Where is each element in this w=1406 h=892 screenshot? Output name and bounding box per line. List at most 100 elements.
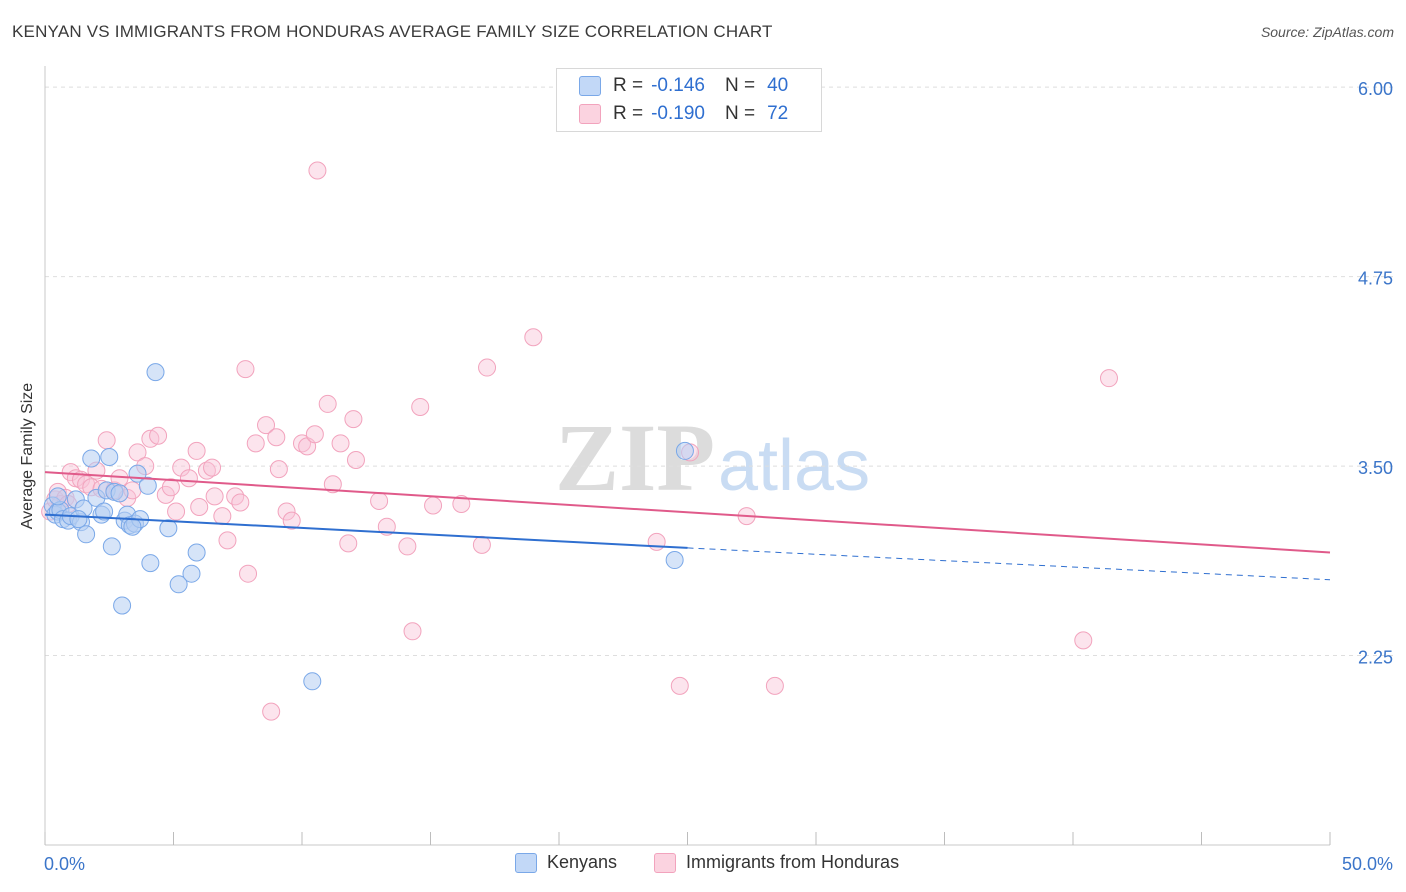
honduras-point bbox=[257, 416, 276, 435]
honduras-point bbox=[161, 478, 180, 497]
kenyans-legend-label: Kenyans bbox=[547, 852, 618, 872]
honduras-point bbox=[478, 358, 497, 377]
honduras-point bbox=[236, 360, 255, 379]
honduras-legend-label: Immigrants from Honduras bbox=[686, 852, 900, 872]
honduras-point bbox=[203, 458, 222, 477]
honduras-point bbox=[246, 434, 265, 453]
honduras-point bbox=[282, 511, 301, 530]
kenyans-point bbox=[138, 476, 157, 495]
honduras-point bbox=[267, 428, 286, 447]
kenyans-point bbox=[69, 510, 88, 529]
honduras-point bbox=[218, 531, 237, 550]
honduras-point bbox=[61, 463, 80, 482]
honduras-point bbox=[370, 491, 389, 510]
correlation-legend: R = -0.146 N = 40 R = -0.190 N = 72 bbox=[556, 68, 822, 132]
honduras-point bbox=[226, 487, 245, 506]
legend-kenyans-r: -0.146 bbox=[651, 75, 705, 96]
y-tick-label: 4.75 bbox=[1358, 269, 1393, 289]
honduras-point bbox=[128, 443, 147, 462]
honduras-point bbox=[205, 487, 224, 506]
honduras-point bbox=[339, 534, 358, 553]
legend-honduras-r: -0.190 bbox=[651, 103, 705, 124]
kenyans-point bbox=[146, 363, 165, 382]
honduras-point bbox=[472, 535, 491, 554]
honduras-point bbox=[398, 537, 417, 556]
honduras-point bbox=[231, 493, 250, 512]
honduras-point bbox=[277, 502, 296, 521]
honduras-point bbox=[197, 461, 216, 480]
kenyans-point bbox=[665, 551, 684, 570]
bottom-legend-honduras: Immigrants from Honduras bbox=[654, 852, 899, 873]
honduras-point bbox=[293, 434, 311, 453]
honduras-point bbox=[179, 469, 198, 488]
kenyans-trend-extension bbox=[687, 547, 1331, 581]
kenyans-point bbox=[82, 449, 101, 468]
kenyans-point bbox=[182, 564, 201, 583]
honduras-point bbox=[377, 517, 396, 536]
honduras-point bbox=[213, 507, 232, 526]
kenyans-point bbox=[159, 519, 178, 538]
honduras-point bbox=[190, 498, 209, 517]
honduras-point bbox=[670, 676, 689, 695]
kenyans-point bbox=[77, 525, 96, 544]
kenyans-point bbox=[110, 484, 129, 503]
legend-r-label: R = bbox=[613, 103, 644, 124]
honduras-point bbox=[331, 434, 350, 453]
kenyans-point bbox=[303, 672, 322, 691]
honduras-point bbox=[269, 460, 288, 479]
honduras-legend-swatch bbox=[654, 852, 676, 873]
y-tick-label: 2.25 bbox=[1358, 648, 1393, 668]
x-tick-label-min: 0.0% bbox=[44, 854, 85, 874]
honduras-point bbox=[403, 622, 422, 641]
honduras-point bbox=[149, 426, 168, 445]
honduras-point bbox=[318, 394, 337, 413]
honduras-point bbox=[765, 676, 784, 695]
kenyans-point bbox=[141, 554, 160, 573]
honduras-point bbox=[452, 494, 471, 513]
legend-r-label: R = bbox=[613, 75, 644, 96]
honduras-point bbox=[346, 451, 365, 470]
honduras-point bbox=[647, 532, 666, 551]
kenyans-trend-line bbox=[44, 513, 688, 549]
honduras-point bbox=[524, 328, 543, 347]
legend-row-honduras: R = -0.190 N = 72 bbox=[579, 102, 789, 126]
honduras-point bbox=[187, 441, 206, 460]
y-tick-label: 6.00 bbox=[1358, 79, 1393, 99]
honduras-point bbox=[1074, 631, 1093, 650]
honduras-swatch bbox=[579, 104, 601, 124]
honduras-point bbox=[411, 397, 430, 416]
legend-row-kenyans: R = -0.146 N = 40 bbox=[579, 74, 789, 98]
honduras-point bbox=[344, 410, 363, 429]
honduras-point bbox=[172, 458, 191, 477]
kenyans-point bbox=[675, 441, 694, 460]
honduras-point bbox=[424, 496, 443, 515]
legend-kenyans-n: 40 bbox=[767, 75, 789, 96]
honduras-point bbox=[308, 161, 327, 180]
kenyans-point bbox=[48, 487, 67, 506]
kenyans-swatch bbox=[579, 76, 601, 96]
chart-title: KENYAN VS IMMIGRANTS FROM HONDURAS AVERA… bbox=[12, 22, 773, 41]
legend-n-label: N = bbox=[724, 75, 756, 96]
source-credit: Source: ZipAtlas.com bbox=[1260, 24, 1394, 40]
bottom-legend-kenyans: Kenyans bbox=[515, 852, 617, 873]
legend-n-label: N = bbox=[724, 103, 756, 124]
kenyans-point bbox=[102, 537, 121, 556]
kenyans-point bbox=[113, 596, 132, 615]
honduras-point bbox=[239, 564, 258, 583]
legend-honduras-n: 72 bbox=[767, 103, 789, 124]
kenyans-point bbox=[100, 447, 119, 466]
x-tick-label-max: 50.0% bbox=[1342, 854, 1393, 874]
honduras-point bbox=[305, 425, 324, 444]
kenyans-point bbox=[95, 502, 114, 521]
kenyans-point bbox=[187, 543, 206, 562]
y-tick-label: 3.50 bbox=[1358, 458, 1393, 478]
honduras-trend-line bbox=[44, 471, 1331, 554]
kenyans-legend-swatch bbox=[515, 852, 537, 873]
honduras-point bbox=[167, 502, 186, 521]
honduras-point bbox=[97, 431, 116, 450]
kenyans-point bbox=[169, 575, 188, 594]
honduras-point bbox=[1099, 369, 1118, 388]
kenyans-point bbox=[123, 517, 142, 536]
honduras-point bbox=[323, 475, 342, 494]
